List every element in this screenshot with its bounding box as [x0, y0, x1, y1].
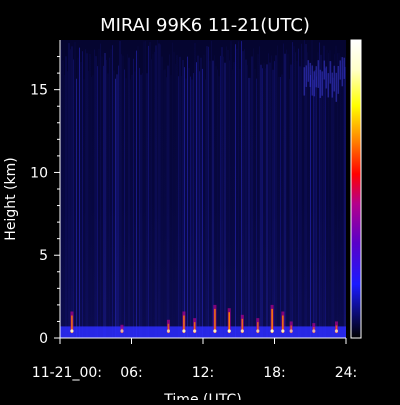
y-tick-label: 15: [30, 83, 48, 99]
echo-peak: [270, 329, 274, 333]
echo-peak: [120, 329, 124, 333]
echo-peak: [334, 329, 339, 333]
x-axis-ticks: 11-21_00: 06: 12: 18: 24:: [32, 338, 357, 381]
surface-echo-band: [60, 326, 346, 338]
echo-peak: [70, 329, 74, 333]
colorbar: [350, 39, 362, 339]
echo-peak: [289, 329, 293, 333]
y-tick-label: 10: [30, 165, 48, 181]
x-tick-label: 06:: [120, 365, 143, 381]
x-tick-label: 18:: [263, 365, 286, 381]
colorbar-gradient: [350, 39, 362, 339]
echo-peak: [312, 329, 316, 333]
echo-streaks-layer: [60, 40, 346, 338]
intense-echo-layer: [70, 304, 339, 334]
echo-peak: [256, 329, 260, 333]
y-axis-label: Height (km): [3, 157, 19, 240]
echo-peak: [193, 329, 197, 333]
x-axis-label: Time (UTC): [163, 392, 241, 400]
x-tick-label: 12:: [192, 365, 215, 381]
echo-peak: [281, 329, 285, 333]
echo-peak: [182, 329, 186, 333]
echo-peak: [213, 329, 217, 333]
echo-peak: [227, 329, 231, 333]
y-tick-label: 0: [39, 331, 48, 347]
y-axis-ticks: 0 5 10 15: [30, 56, 60, 347]
y-tick-label: 5: [39, 248, 48, 264]
x-tick-label: 24:: [335, 365, 358, 381]
x-tick-label: 11-21_00:: [32, 365, 102, 381]
echo-peak: [166, 329, 171, 333]
chart-title: MIRAI 99K6 11-21(UTC): [100, 15, 310, 36]
echo-peak: [240, 329, 244, 333]
plot-area: [60, 40, 346, 338]
